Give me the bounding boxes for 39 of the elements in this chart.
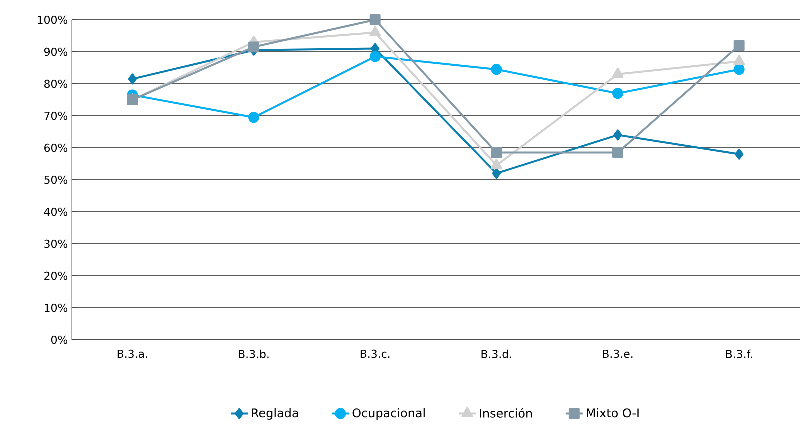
point xyxy=(734,40,745,52)
legend-label: Reglada xyxy=(252,408,298,420)
x-tick-label: B.3.a. xyxy=(118,350,148,358)
y-tick-label: 40% xyxy=(44,208,68,216)
legend-label: Ocupacional xyxy=(352,408,425,420)
x-tick-label: B.3.e. xyxy=(603,350,633,358)
y-tick-label: 20% xyxy=(44,272,68,280)
point xyxy=(370,14,381,26)
y-tick-label: 10% xyxy=(44,304,68,312)
point xyxy=(248,42,260,53)
x-tick-label: B.3.c. xyxy=(360,350,390,358)
y-tick-label: 80% xyxy=(44,80,68,88)
y-tick-label: 60% xyxy=(44,144,68,152)
point xyxy=(734,64,745,76)
legend-label: Inserción xyxy=(480,408,532,418)
y-tick-label: 0% xyxy=(51,336,68,344)
point xyxy=(248,112,260,124)
legend-label: Mixto O-I xyxy=(587,408,639,418)
point xyxy=(492,168,502,180)
point xyxy=(612,147,624,158)
point xyxy=(734,55,746,66)
point xyxy=(370,51,381,62)
point xyxy=(128,74,138,85)
y-tick-label: 50% xyxy=(44,176,68,184)
point xyxy=(490,159,502,170)
y-tick-label: 100% xyxy=(38,16,68,24)
point xyxy=(370,26,382,37)
point xyxy=(612,68,624,78)
point xyxy=(734,148,744,160)
y-tick-label: 30% xyxy=(44,240,68,248)
y-tick-label: 70% xyxy=(44,112,68,120)
x-tick-label: B.3.f. xyxy=(726,350,752,358)
y-tick-label: 90% xyxy=(44,48,68,56)
point xyxy=(614,130,622,141)
x-tick-label: B.3.b. xyxy=(239,350,269,358)
x-tick-label: B.3.d. xyxy=(482,350,512,358)
point xyxy=(491,64,502,76)
point xyxy=(491,147,502,158)
point xyxy=(612,88,624,100)
